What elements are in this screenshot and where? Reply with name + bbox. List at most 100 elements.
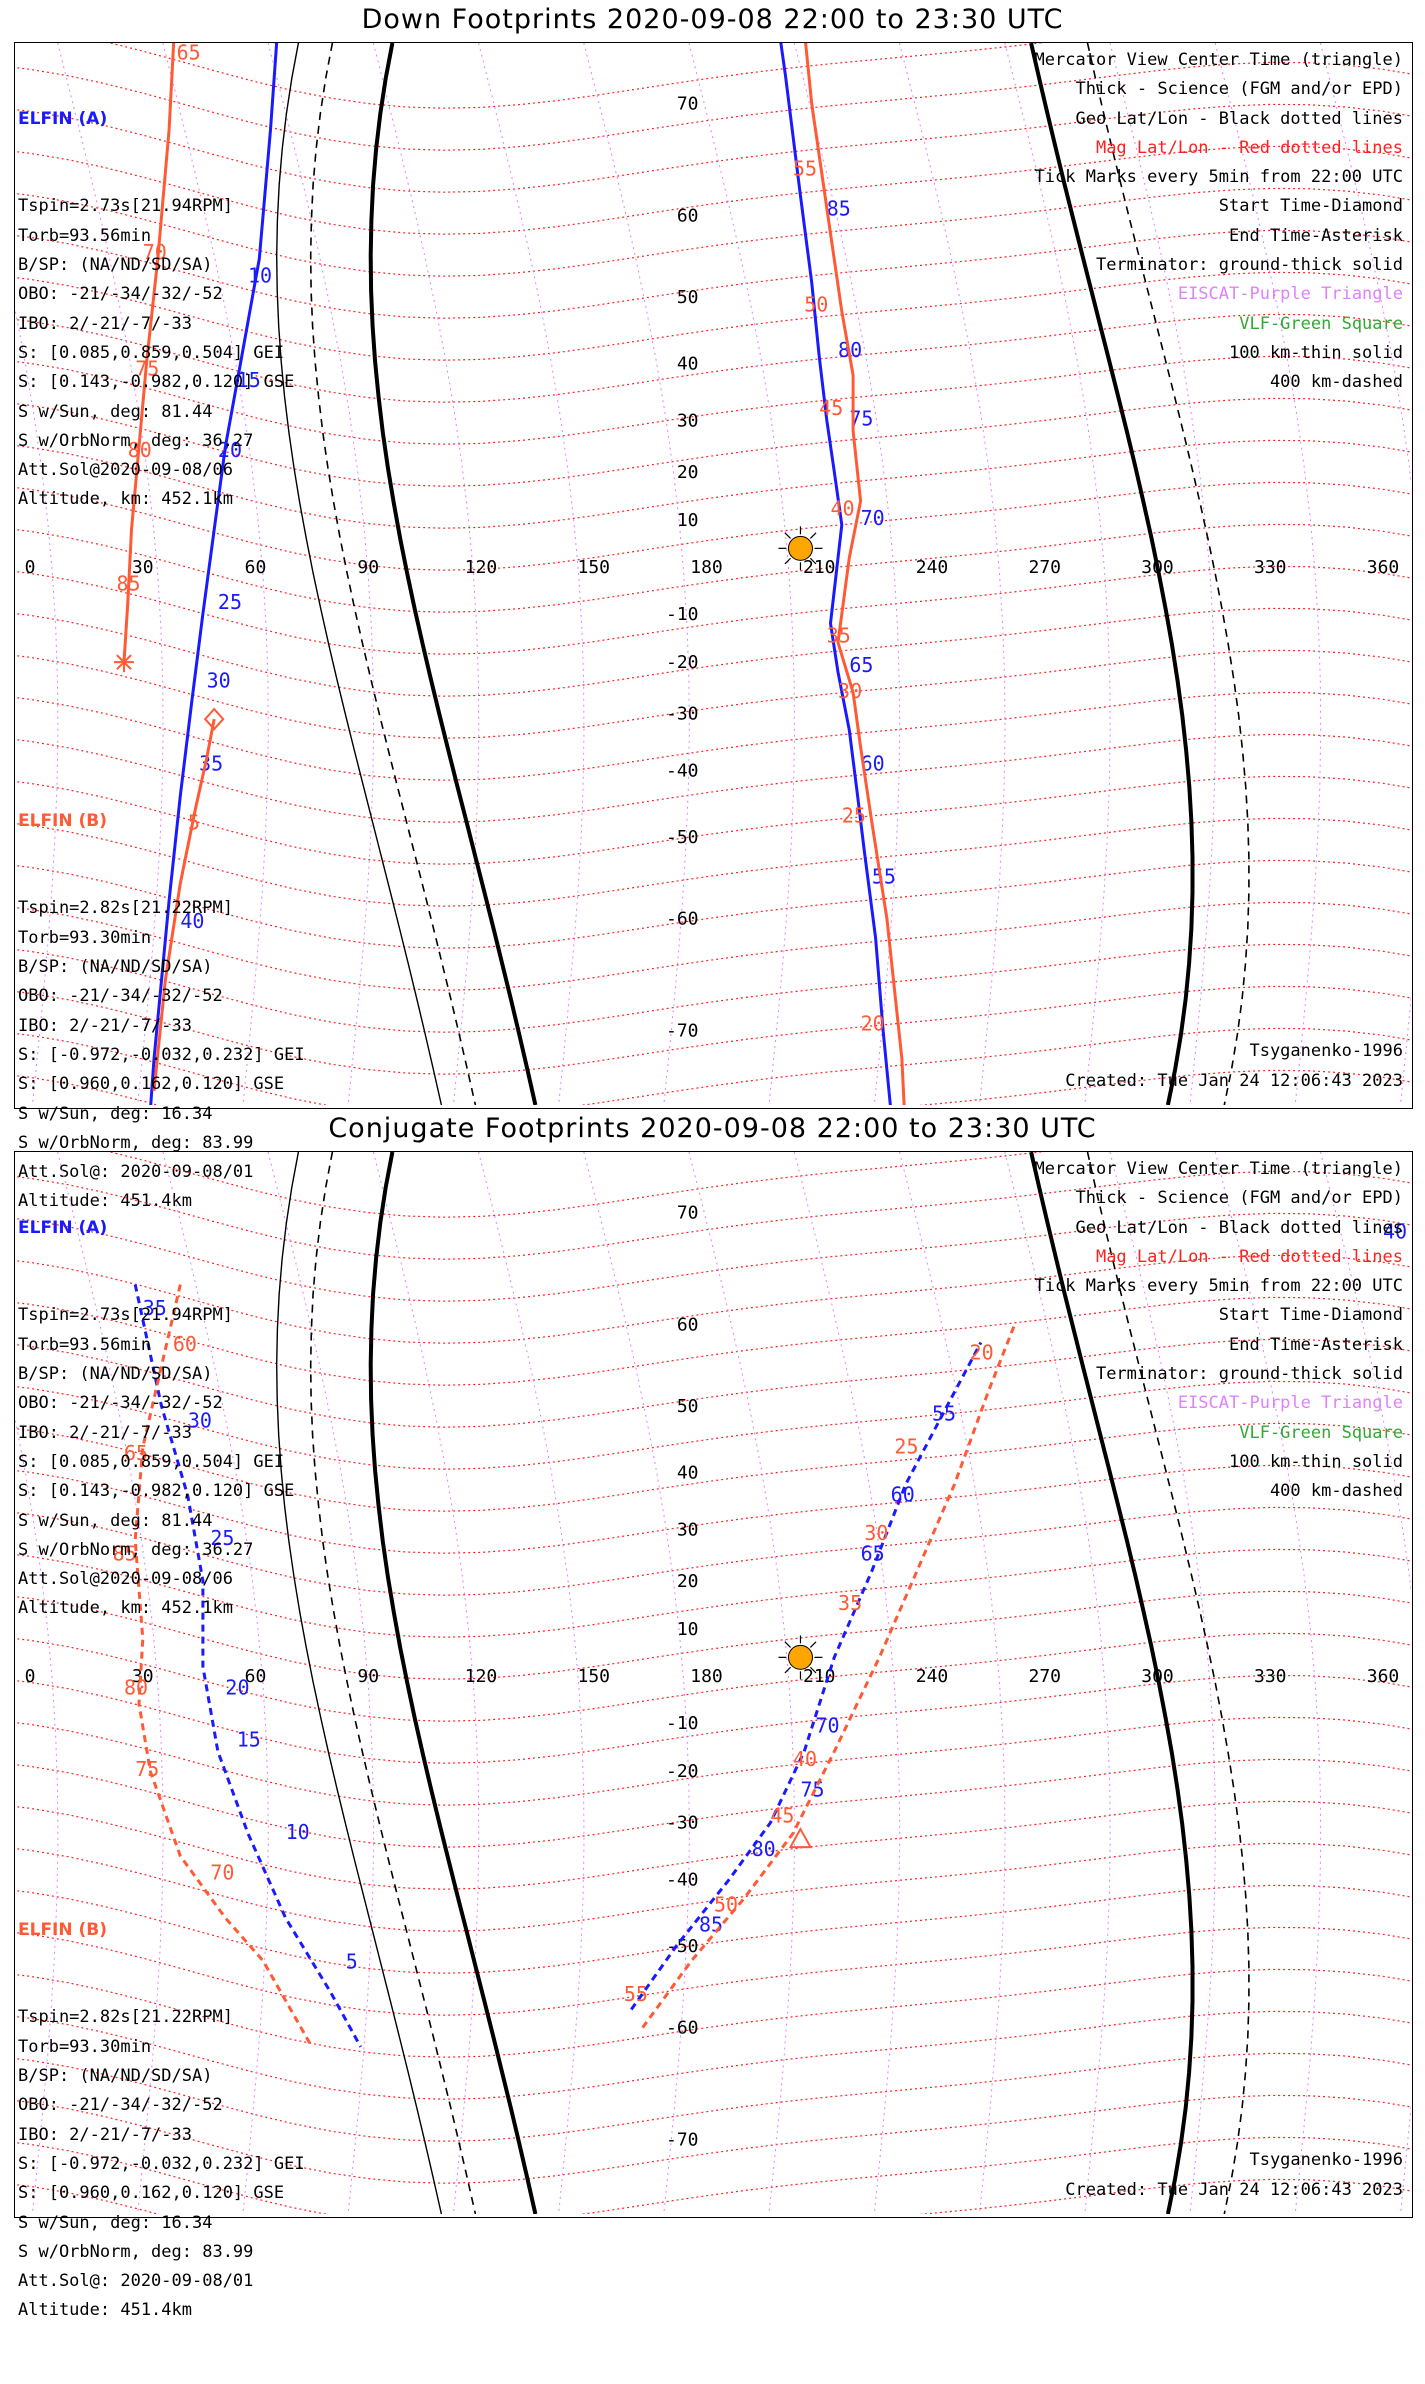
legend-item: Terminator: ground-thick solid xyxy=(1035,1360,1403,1389)
elfin-a-info: ELFIN (A) Tspin=2.73s[21.94RPM]Torb=93.5… xyxy=(18,46,294,573)
legend-item: Geo Lat/Lon - Black dotted lines xyxy=(1035,1214,1403,1243)
model-label: Tsyganenko-1996 xyxy=(1249,1041,1403,1061)
legend-item: Mag Lat/Lon - Red dotted lines xyxy=(1035,134,1403,163)
x-tick-label: 360 xyxy=(1367,1666,1400,1687)
terminator-line xyxy=(311,1152,476,2214)
track-time-label: 40 xyxy=(831,496,855,520)
y-tick-label: -60 xyxy=(666,909,699,930)
x-tick-label: 270 xyxy=(1028,557,1061,578)
y-tick-label: -30 xyxy=(666,1813,699,1834)
legend-item: EISCAT-Purple Triangle xyxy=(1035,280,1403,309)
terminator-line xyxy=(371,43,536,1105)
elfin-a-info: ELFIN (A) Tspin=2.73s[21.94RPM]Torb=93.5… xyxy=(18,1155,294,1682)
info-line: B/SP: (NA/ND/SD/SA) xyxy=(18,953,305,982)
track-time-label: 30 xyxy=(864,1521,888,1545)
legend-item: 400 km-dashed xyxy=(1035,368,1403,397)
info-line: S w/Sun, deg: 16.34 xyxy=(18,2209,305,2238)
info-line: IBO: 2/-21/-7/-33 xyxy=(18,1012,305,1041)
x-tick-label: 330 xyxy=(1254,557,1287,578)
info-line: IBO: 2/-21/-7/-33 xyxy=(18,310,294,339)
legend-item: Terminator: ground-thick solid xyxy=(1035,251,1403,280)
y-tick-label: -30 xyxy=(666,704,699,725)
info-line: OBO: -21/-34/-32/-52 xyxy=(18,2091,305,2120)
y-tick-label: -20 xyxy=(666,652,699,673)
end-asterisk-marker xyxy=(114,652,134,672)
info-line: S: [0.960,0.162,0.120] GSE xyxy=(18,2179,305,2208)
y-tick-label: -10 xyxy=(666,604,699,625)
info-line: Torb=93.30min xyxy=(18,924,305,953)
legend-item: 100 km-thin solid xyxy=(1035,339,1403,368)
info-line: B/SP: (NA/ND/SD/SA) xyxy=(18,2062,305,2091)
terminator-line xyxy=(371,1152,536,2214)
track-time-label: 55 xyxy=(872,864,896,888)
view-triangle-marker xyxy=(790,1829,810,1847)
x-tick-label: 210 xyxy=(803,557,836,578)
legend-item: Start Time-Diamond xyxy=(1035,192,1403,221)
map-legend: Mercator View Center Time (triangle)Thic… xyxy=(1035,1155,1403,1507)
info-line: OBO: -21/-34/-32/-52 xyxy=(18,1389,294,1418)
legend-item: VLF-Green Square xyxy=(1035,310,1403,339)
info-line: Torb=93.56min xyxy=(18,222,294,251)
track-time-label: 30 xyxy=(207,668,231,692)
legend-item: Start Time-Diamond xyxy=(1035,1301,1403,1330)
track-time-label: 85 xyxy=(827,196,851,220)
down-footprints-panel: Down Footprints 2020-09-08 22:00 to 23:3… xyxy=(0,0,1425,1125)
mag-lat-line xyxy=(0,1759,1421,1847)
x-tick-label: 300 xyxy=(1141,557,1174,578)
x-tick-label: 150 xyxy=(577,557,610,578)
y-tick-label: 10 xyxy=(677,1619,699,1640)
y-tick-label: -40 xyxy=(666,1870,699,1891)
info-line: B/SP: (NA/ND/SD/SA) xyxy=(18,1360,294,1389)
info-line: Att.Sol@2020-09-08/06 xyxy=(18,456,294,485)
info-line: S: [0.143,-0.982,0.120] GSE xyxy=(18,368,294,397)
track-time-label: 45 xyxy=(770,1804,794,1828)
legend-item: Tick Marks every 5min from 22:00 UTC xyxy=(1035,1272,1403,1301)
info-line: Att.Sol@2020-09-08/06 xyxy=(18,1565,294,1594)
y-tick-label: 40 xyxy=(677,1462,699,1483)
sun-icon xyxy=(778,526,822,570)
track-time-label: 20 xyxy=(861,1011,885,1035)
track-time-label: 50 xyxy=(714,1892,738,1916)
y-tick-label: 60 xyxy=(677,205,699,226)
legend-item: 100 km-thin solid xyxy=(1035,1448,1403,1477)
track-time-label: 35 xyxy=(827,624,851,648)
y-tick-label: -40 xyxy=(666,761,699,782)
x-tick-label: 330 xyxy=(1254,1666,1287,1687)
y-tick-label: 20 xyxy=(677,1571,699,1592)
info-line: Altitude, km: 452.1km xyxy=(18,485,294,514)
legend-item: Tick Marks every 5min from 22:00 UTC xyxy=(1035,163,1403,192)
y-tick-label: 70 xyxy=(677,1203,699,1224)
y-tick-label: -70 xyxy=(666,2129,699,2150)
track-time-label: 15 xyxy=(237,1728,261,1752)
y-tick-label: -10 xyxy=(666,1713,699,1734)
info-line: S: [0.143,-0.982,0.120] GSE xyxy=(18,1477,294,1506)
track-time-label: 25 xyxy=(842,804,866,828)
info-line: OBO: -21/-34/-32/-52 xyxy=(18,280,294,309)
info-line: Tspin=2.82s[21.22RPM] xyxy=(18,2003,305,2032)
info-line: Torb=93.56min xyxy=(18,1331,294,1360)
track-time-label: 45 xyxy=(819,396,843,420)
elfin-a-header: ELFIN (A) xyxy=(18,105,294,134)
legend-item: Mercator View Center Time (triangle) xyxy=(1035,46,1403,75)
y-tick-label: 20 xyxy=(677,462,699,483)
info-line: S w/OrbNorm, deg: 83.99 xyxy=(18,2238,305,2267)
map-legend: Mercator View Center Time (triangle)Thic… xyxy=(1035,46,1403,398)
y-tick-label: 60 xyxy=(677,1314,699,1335)
legend-item: End Time-Asterisk xyxy=(1035,222,1403,251)
info-line: S: [0.960,0.162,0.120] GSE xyxy=(18,1070,305,1099)
conjugate-footprints-panel: Conjugate Footprints 2020-09-08 22:00 to… xyxy=(0,1109,1425,2234)
x-tick-label: 360 xyxy=(1367,557,1400,578)
track-time-label: 65 xyxy=(849,653,873,677)
y-tick-label: 10 xyxy=(677,510,699,531)
info-line: OBO: -21/-34/-32/-52 xyxy=(18,982,305,1011)
track-time-label: 70 xyxy=(861,506,885,530)
x-tick-label: 120 xyxy=(465,1666,498,1687)
legend-item: Mag Lat/Lon - Red dotted lines xyxy=(1035,1243,1403,1272)
x-tick-label: 90 xyxy=(357,557,379,578)
info-line: S w/OrbNorm, deg: 36.27 xyxy=(18,427,294,456)
info-line: Tspin=2.73s[21.94RPM] xyxy=(18,1301,294,1330)
x-tick-label: 150 xyxy=(577,1666,610,1687)
x-tick-label: 240 xyxy=(916,557,949,578)
track-time-label: 65 xyxy=(861,1542,885,1566)
